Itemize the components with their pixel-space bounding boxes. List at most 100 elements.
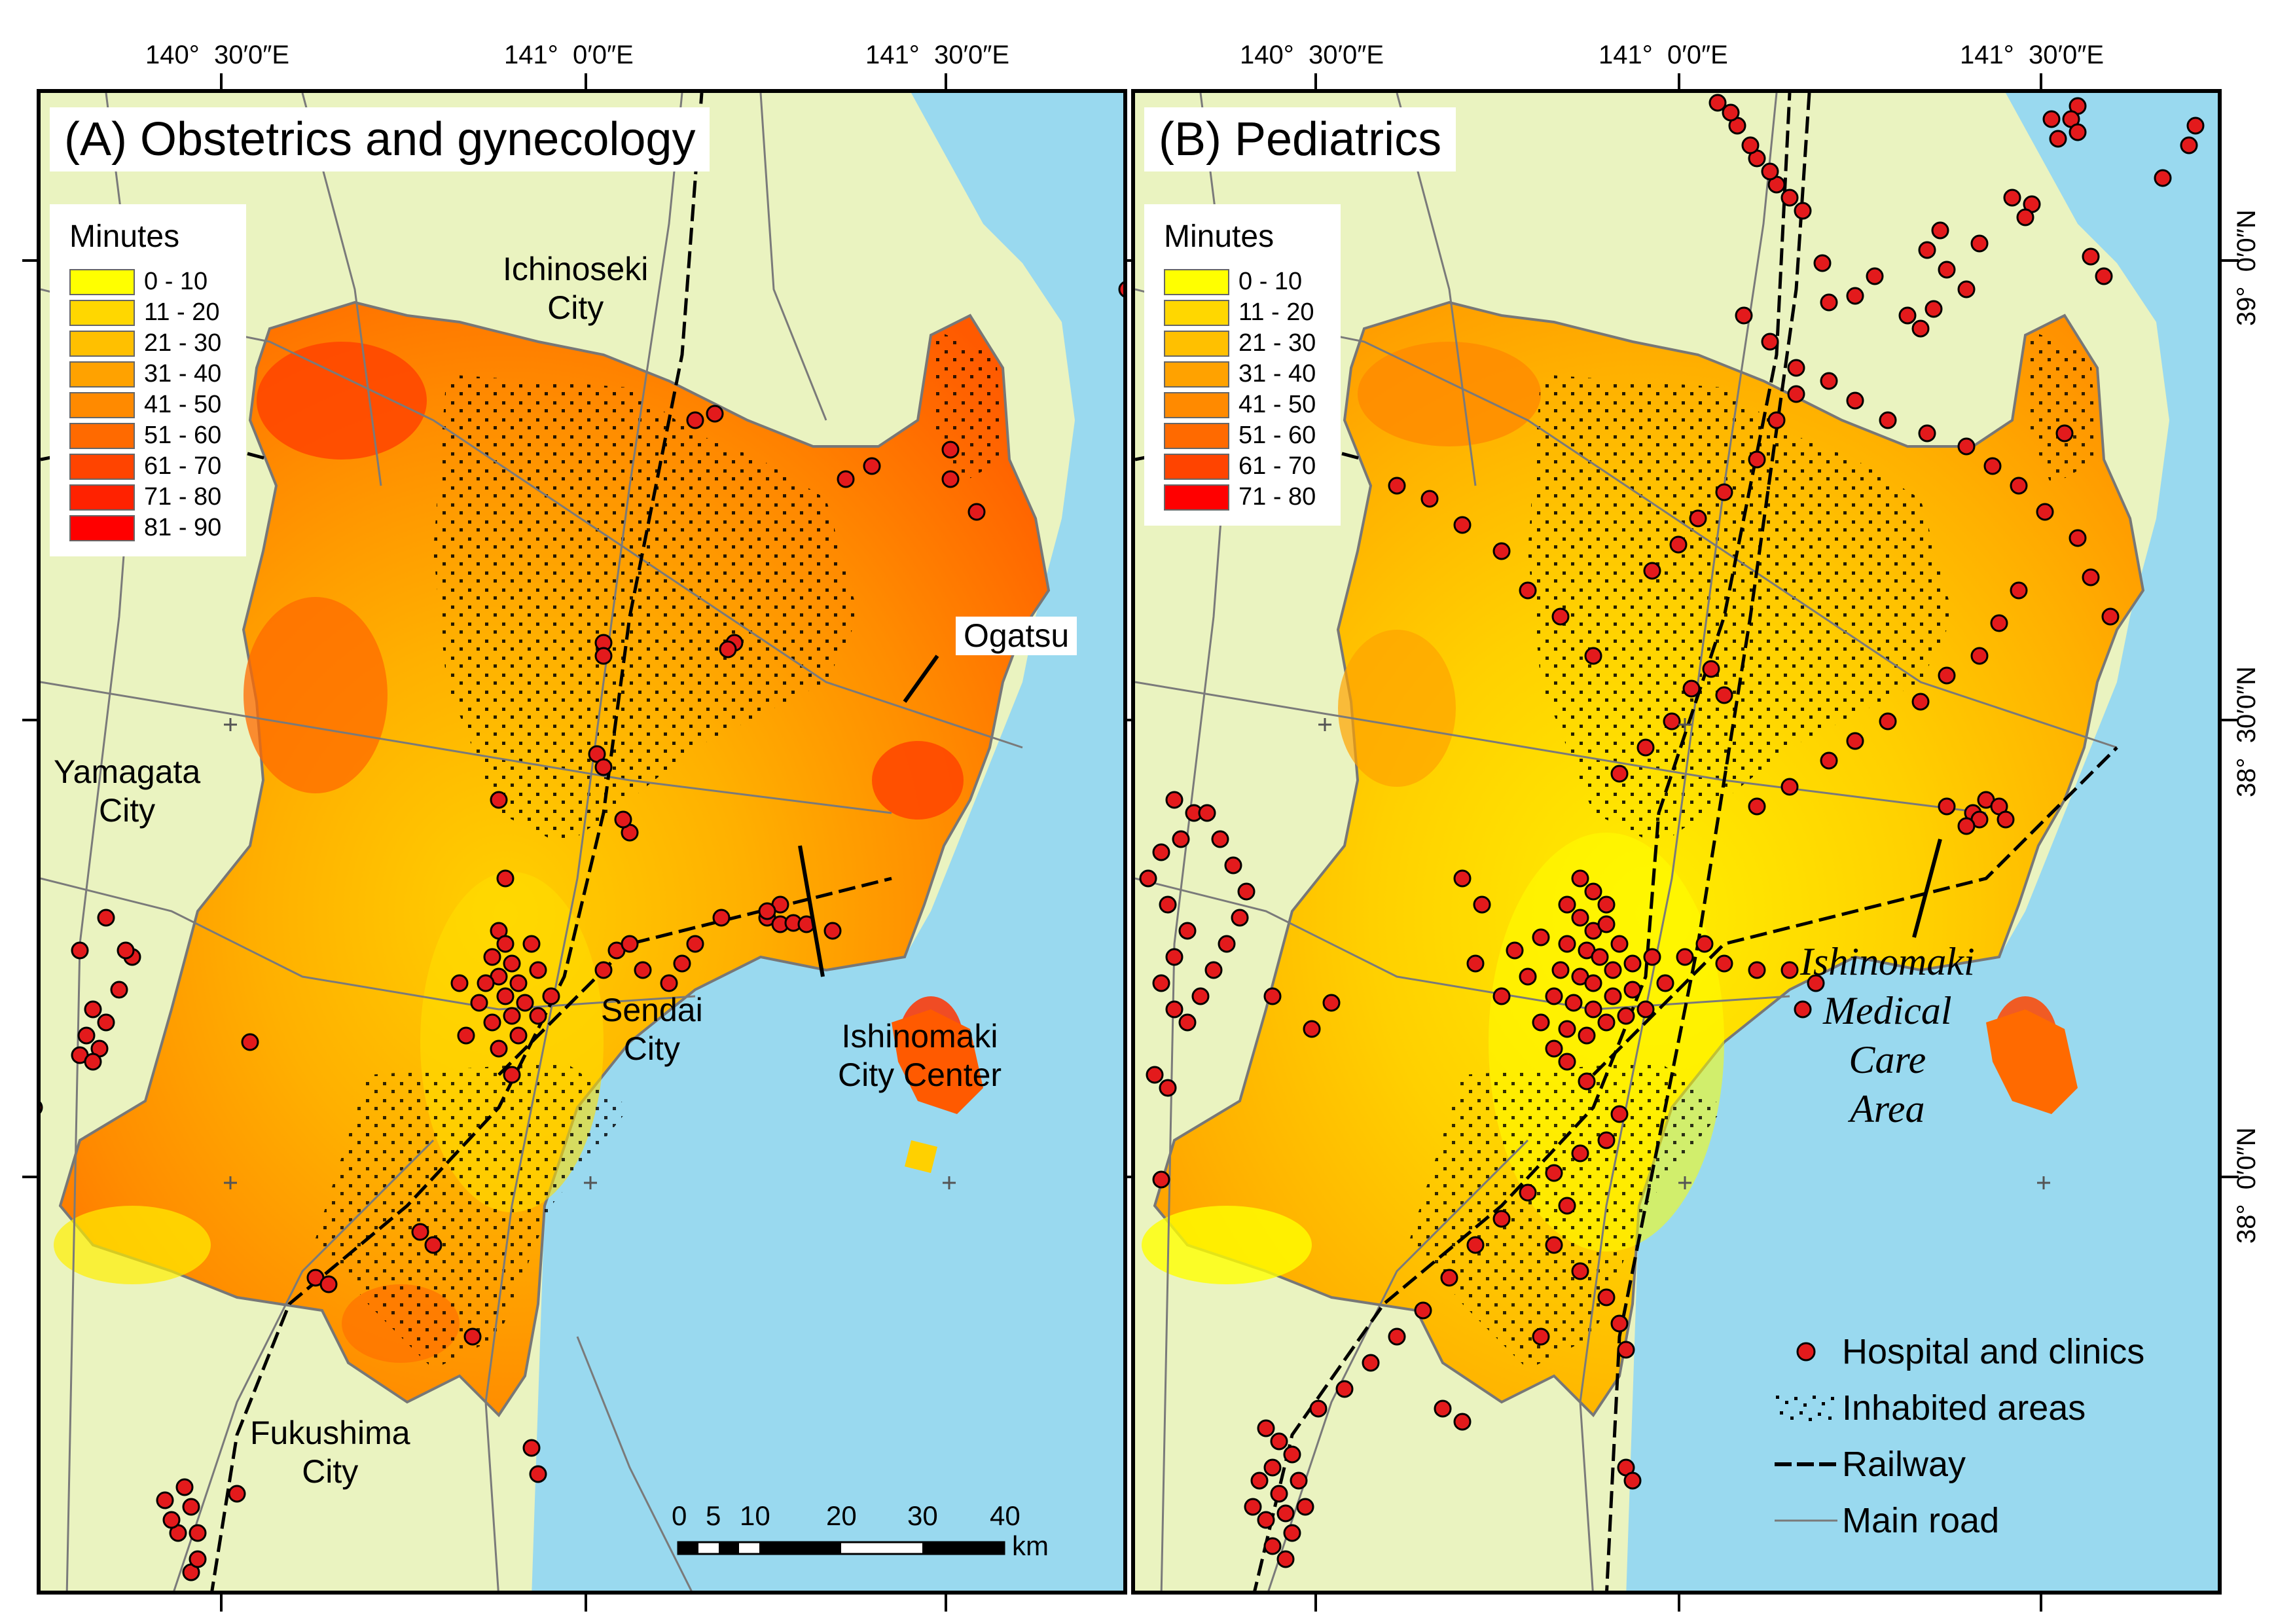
tick-mark xyxy=(22,719,39,721)
legend-swatch xyxy=(69,484,135,511)
legend-label: 11 - 20 xyxy=(144,298,220,326)
legend-swatch xyxy=(1164,484,1229,511)
legend-row-hospitals: Hospital and clinics xyxy=(1770,1324,2144,1380)
tick-mark xyxy=(1678,1595,1680,1612)
legend-row: 11 - 20 xyxy=(1164,297,1321,328)
map-canvas xyxy=(41,93,1123,1591)
legend-row: 51 - 60 xyxy=(69,420,226,451)
latitude-label-1: 39° 0′0″N xyxy=(2232,209,2261,326)
legend-label: 41 - 50 xyxy=(144,391,222,418)
label-ichinoseki: Ichinoseki City xyxy=(503,251,649,326)
inhabited-area xyxy=(1410,1062,1724,1369)
legend-row: 51 - 60 xyxy=(1164,420,1321,451)
legend-label: 31 - 40 xyxy=(1238,360,1316,388)
tick-mark xyxy=(1678,73,1680,90)
legend-swatch xyxy=(69,268,135,295)
label-fukushima: Fukushima City xyxy=(250,1415,410,1490)
legend-title: Minutes xyxy=(69,219,180,254)
scale-tick-label: 40 xyxy=(990,1500,1021,1531)
legend-row: 41 - 50 xyxy=(1164,389,1321,420)
legend-swatch xyxy=(1164,453,1229,480)
legend-swatch xyxy=(1164,422,1229,449)
tick-mark xyxy=(1314,73,1317,90)
graticule xyxy=(224,718,956,1189)
legend-row: 31 - 40 xyxy=(1164,359,1321,389)
hotspot xyxy=(244,597,388,793)
travel-time-legend: Minutes 0 - 10 11 - 20 21 - 30 31 - 40 41 - … xyxy=(50,204,246,556)
label-ishinomaki-medical-care-area: Ishinomaki Medical Care Area xyxy=(1800,940,1975,1130)
legend-swatch xyxy=(69,453,135,480)
panel-title: (B) Pediatrics xyxy=(1144,107,1456,171)
tick-mark xyxy=(2040,73,2042,90)
scale-bar-graphic xyxy=(677,1541,1005,1555)
hospital-marker-icon xyxy=(1770,1332,1842,1371)
tick-mark xyxy=(22,1176,39,1178)
hotspot xyxy=(872,741,964,820)
legend-row: 61 - 70 xyxy=(1164,451,1321,482)
island xyxy=(1986,1009,2078,1114)
legend-row-railway: Railway xyxy=(1770,1436,2144,1492)
legend-label: 21 - 30 xyxy=(1238,329,1316,357)
legend-row: 61 - 70 xyxy=(69,451,226,482)
legend-swatch xyxy=(69,330,135,357)
hotspot xyxy=(1358,342,1541,446)
legend-swatch xyxy=(69,422,135,449)
inhabited-area xyxy=(2025,329,2097,486)
sea xyxy=(532,93,1123,1591)
hotspot xyxy=(1338,630,1456,787)
ishinomaki-leader-line xyxy=(798,845,825,977)
ogatsu-leader-line xyxy=(903,655,939,703)
legend-row-inhabited: Inhabited areas xyxy=(1770,1380,2144,1436)
legend-label: 0 - 10 xyxy=(1238,268,1303,295)
tick-mark xyxy=(945,1595,947,1612)
legend-swatch xyxy=(1164,330,1229,357)
label-sendai: Sendai City xyxy=(601,992,703,1067)
hotspot xyxy=(257,342,427,460)
legend-label: 21 - 30 xyxy=(144,329,222,357)
legend-label: 0 - 10 xyxy=(144,268,208,295)
legend-label: Inhabited areas xyxy=(1842,1388,2086,1428)
label-yamagata: Yamagata City xyxy=(54,753,201,829)
legend-label: 41 - 50 xyxy=(1238,391,1316,418)
legend-label: 11 - 20 xyxy=(1238,298,1314,326)
legend-label: Main road xyxy=(1842,1501,2000,1540)
tick-mark xyxy=(1314,1595,1317,1612)
coolspot xyxy=(1142,1206,1312,1284)
legend-row: 11 - 20 xyxy=(69,297,226,328)
scale-unit: km xyxy=(1012,1530,1049,1561)
legend-row: 0 - 10 xyxy=(69,266,226,297)
legend-label: 61 - 70 xyxy=(144,452,222,480)
legend-row: 31 - 40 xyxy=(69,359,226,389)
inhabited-area-icon xyxy=(1770,1388,1842,1428)
legend-row: 21 - 30 xyxy=(69,328,226,359)
scale-tick-label: 30 xyxy=(907,1500,938,1531)
legend-label: Railway xyxy=(1842,1445,1966,1484)
island xyxy=(905,1140,937,1173)
hospital-markers xyxy=(1139,94,2205,1568)
scale-bar: 0 5 10 20 30 40 km xyxy=(672,1500,1049,1562)
legend-swatch xyxy=(1164,391,1229,418)
longitude-label-a3: 141° 30′0″E xyxy=(865,41,1010,69)
longitude-label-b1: 140° 30′0″E xyxy=(1240,41,1384,69)
tick-mark xyxy=(2222,259,2239,262)
latitude-label-3: 38° 0′0″N xyxy=(2232,1127,2261,1244)
legend-label: 51 - 60 xyxy=(1238,422,1316,449)
tick-mark xyxy=(2222,719,2239,721)
legend-title: Minutes xyxy=(1164,219,1274,254)
legend-row: 81 - 90 xyxy=(69,513,226,543)
longitude-label-b2: 141° 0′0″E xyxy=(1599,41,1728,69)
legend-label: 71 - 80 xyxy=(144,483,222,511)
latitude-label-2: 38° 30′0″N xyxy=(2232,666,2261,797)
longitude-label-b3: 141° 30′0″E xyxy=(1960,41,2105,69)
inhabited-area xyxy=(316,1062,630,1369)
map-panel-obstetrics: (A) Obstetrics and gynecology Minutes 0 … xyxy=(37,89,1127,1595)
legend-swatch xyxy=(1164,268,1229,295)
legend-row: 71 - 80 xyxy=(69,482,226,513)
scale-tick-label: 0 xyxy=(672,1500,687,1531)
tick-mark xyxy=(220,73,223,90)
tick-mark xyxy=(22,259,39,262)
map-symbol-legend: Hospital and clinics Inhabited areas xyxy=(1770,1324,2144,1549)
legend-label: 31 - 40 xyxy=(144,360,222,388)
coolspot xyxy=(54,1206,211,1284)
tick-mark xyxy=(2222,1176,2239,1178)
